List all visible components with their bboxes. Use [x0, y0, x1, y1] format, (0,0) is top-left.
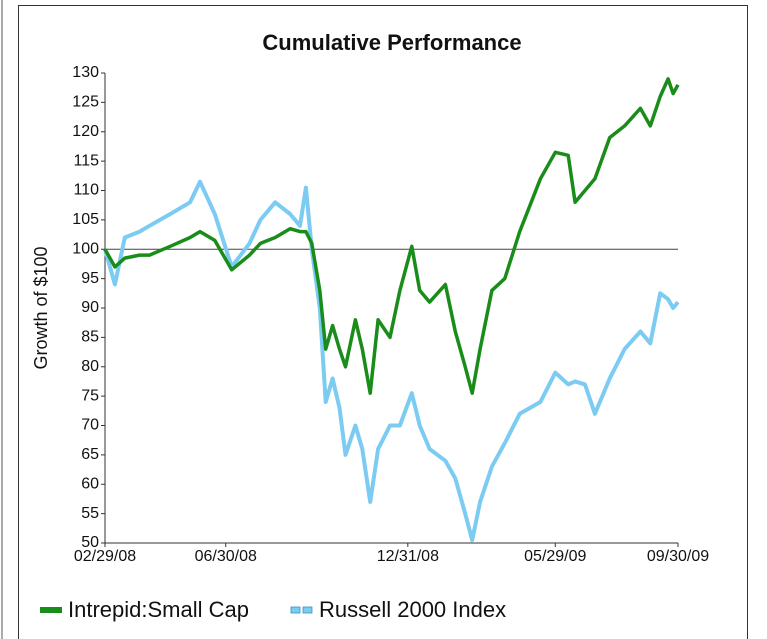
- y-tick-label: 90: [81, 299, 99, 316]
- x-tick-label: 09/30/09: [647, 548, 709, 565]
- y-tick-label: 115: [73, 152, 99, 169]
- y-tick-label: 70: [81, 417, 99, 434]
- y-tick-label: 50: [81, 534, 99, 551]
- y-tick-label: 60: [81, 475, 99, 492]
- chart-title: Cumulative Performance: [262, 30, 521, 55]
- y-tick-label: 75: [81, 387, 99, 404]
- chart-frame: [18, 5, 748, 639]
- y-tick-label: 80: [81, 358, 99, 375]
- legend-label: Intrepid:Small Cap: [68, 597, 249, 622]
- legend-label: Russell 2000 Index: [319, 597, 506, 622]
- y-tick-label: 100: [72, 240, 99, 257]
- x-tick-label: 02/29/08: [74, 548, 136, 565]
- y-tick-label: 55: [81, 505, 99, 522]
- series-line: [103, 179, 680, 543]
- x-tick-label: 06/30/08: [195, 548, 257, 565]
- legend-swatch: [302, 606, 313, 614]
- y-tick-label: 120: [72, 123, 99, 140]
- y-tick-label: 95: [81, 270, 99, 287]
- x-tick-label: 05/29/09: [524, 548, 586, 565]
- series-line: [103, 77, 680, 395]
- y-tick-label: 110: [73, 182, 99, 199]
- legend-swatch: [40, 607, 62, 613]
- y-axis-label: Growth of $100: [31, 246, 51, 369]
- y-tick-label: 125: [72, 94, 99, 111]
- y-tick-label: 65: [81, 446, 99, 463]
- x-tick-label: 12/31/08: [377, 548, 439, 565]
- legend-swatch: [290, 606, 301, 614]
- y-tick-label: 130: [72, 64, 99, 81]
- y-tick-label: 105: [72, 211, 99, 228]
- y-tick-label: 85: [81, 329, 99, 346]
